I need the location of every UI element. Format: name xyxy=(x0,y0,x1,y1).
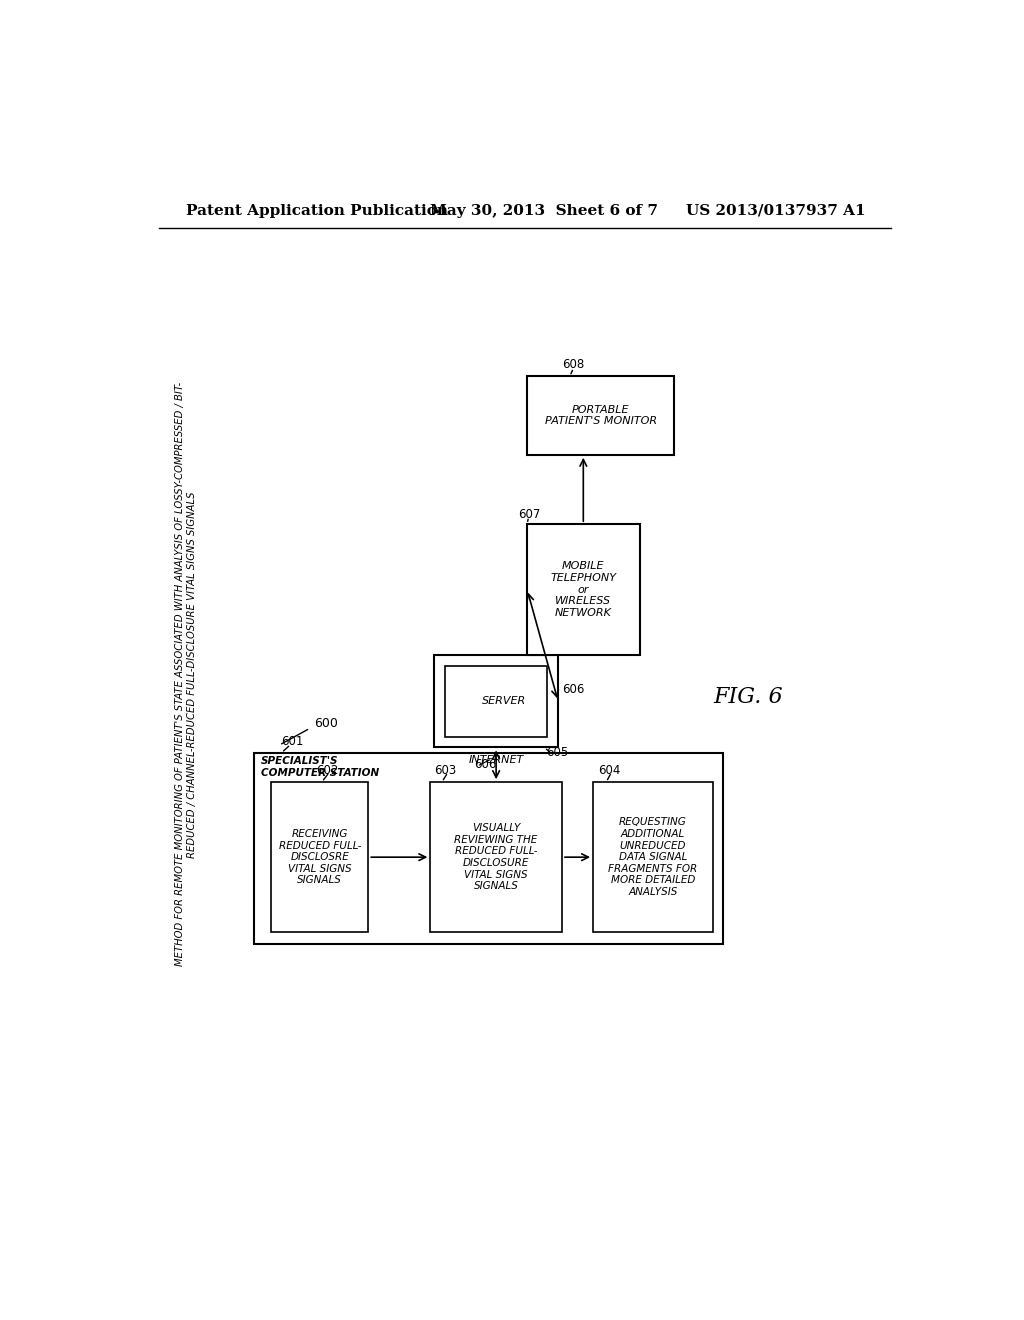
Bar xyxy=(430,781,562,932)
Text: 606: 606 xyxy=(474,758,497,771)
Text: PORTABLE
PATIENT'S MONITOR: PORTABLE PATIENT'S MONITOR xyxy=(545,405,656,426)
Text: 600: 600 xyxy=(314,717,338,730)
Bar xyxy=(527,376,675,455)
Text: 605: 605 xyxy=(547,746,568,759)
Bar xyxy=(271,781,369,932)
Text: REQUESTING
ADDITIONAL
UNREDUCED
DATA SIGNAL
FRAGMENTS FOR
MORE DETAILED
ANALYSIS: REQUESTING ADDITIONAL UNREDUCED DATA SIG… xyxy=(608,817,697,898)
Text: Patent Application Publication: Patent Application Publication xyxy=(186,203,449,218)
Text: May 30, 2013  Sheet 6 of 7: May 30, 2013 Sheet 6 of 7 xyxy=(430,203,658,218)
Text: SERVER: SERVER xyxy=(481,696,526,706)
Bar xyxy=(254,752,723,944)
Text: 607: 607 xyxy=(518,508,541,520)
Bar xyxy=(527,524,640,655)
Text: FIG. 6: FIG. 6 xyxy=(713,686,782,709)
Text: 601: 601 xyxy=(282,735,304,748)
Bar xyxy=(593,781,713,932)
Text: RECEIVING
REDUCED FULL-
DISCLOSRE
VITAL SIGNS
SIGNALS: RECEIVING REDUCED FULL- DISCLOSRE VITAL … xyxy=(279,829,361,886)
Text: 606: 606 xyxy=(562,684,585,696)
Text: 608: 608 xyxy=(562,358,585,371)
Text: 602: 602 xyxy=(316,764,339,777)
Text: 604: 604 xyxy=(598,764,621,777)
Text: 603: 603 xyxy=(434,764,457,777)
Text: METHOD FOR REMOTE MONITORING OF PATIENT'S STATE ASSOCIATED WITH ANALYSIS OF LOSS: METHOD FOR REMOTE MONITORING OF PATIENT'… xyxy=(175,383,197,966)
Text: INTERNET: INTERNET xyxy=(469,755,523,766)
Text: MOBILE
TELEPHONY
or
WIRELESS
NETWORK: MOBILE TELEPHONY or WIRELESS NETWORK xyxy=(550,561,616,618)
Bar xyxy=(445,665,547,737)
Text: US 2013/0137937 A1: US 2013/0137937 A1 xyxy=(686,203,865,218)
Bar xyxy=(434,655,558,747)
Text: VISUALLY
REVIEWING THE
REDUCED FULL-
DISCLOSURE
VITAL SIGNS
SIGNALS: VISUALLY REVIEWING THE REDUCED FULL- DIS… xyxy=(455,824,538,891)
Text: SPECIALIST'S
COMPUTER STATION: SPECIALIST'S COMPUTER STATION xyxy=(260,756,379,777)
